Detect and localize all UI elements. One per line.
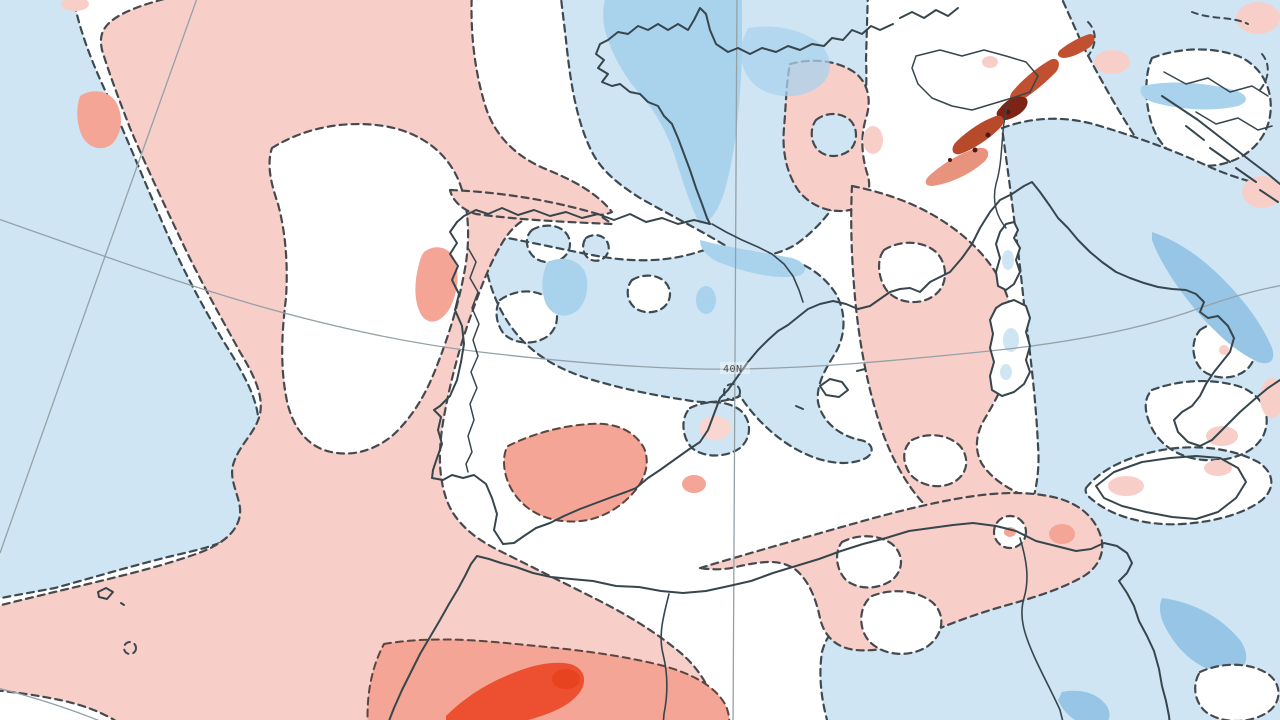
latitude-label-halo: [720, 362, 750, 374]
sardinia-cool-spot: [1003, 328, 1019, 352]
aquitaine-warm-wedge: [448, 188, 614, 226]
madeira-coastline: [97, 587, 125, 606]
east-france-warm-patch: [782, 59, 871, 213]
sahara-hot-tip: [552, 669, 580, 689]
north-africa-coastline: [388, 522, 1171, 720]
algeria-tunisia-border: [1019, 537, 1064, 720]
ebro-cool-spot: [696, 286, 716, 314]
coastlines-borders: [97, 7, 1280, 720]
contour-fragment: [1257, 53, 1269, 93]
alps-extreme-ridge: [925, 34, 1095, 186]
portugal-andalusia-coastline: [431, 221, 504, 545]
switzerland-border: [911, 49, 1039, 111]
neutral-pockets: [836, 514, 1280, 720]
warm-spot: [863, 126, 883, 154]
biscay-warm-fringe: [77, 91, 121, 149]
contour-fragment: [1191, 11, 1249, 25]
north-spain-cool-core: [542, 258, 588, 316]
alps-ridge-upper: [1010, 58, 1059, 103]
sicily-coastline: [1095, 455, 1247, 520]
latitude-label-40n: 40N: [723, 364, 743, 375]
west-france-cool-core: [603, 0, 742, 224]
alps-ridge-ne: [1057, 34, 1095, 58]
warm-spot: [1242, 176, 1280, 208]
gabes-cool-deep: [1159, 598, 1247, 673]
sardinia-cool-spot: [1000, 364, 1012, 380]
warm-spot: [1236, 2, 1280, 34]
alps-ridge-lower: [952, 115, 1004, 155]
warm-spot: [1094, 50, 1130, 74]
warm-small-spots: [61, 0, 1280, 496]
bottom-right-neutral-pocket: [1194, 663, 1280, 720]
alps-warm-halo: [925, 147, 989, 186]
meridian-line-central: [732, 0, 738, 720]
languedoc-cool-core: [700, 240, 806, 278]
tunisia-neutral-pocket-2: [860, 590, 943, 655]
warm-strong-core: [446, 662, 585, 720]
channel-cool-core: [740, 26, 830, 97]
murcia-warm-spot: [682, 475, 706, 493]
france-channel-biscay-coastline: [595, 7, 894, 225]
tunisia-warm-spot: [1049, 524, 1075, 544]
alps-ridge-core: [996, 96, 1028, 121]
adriatic-cool-deep: [1152, 232, 1274, 364]
czech-border-squiggle: [1163, 71, 1269, 97]
valencia-warm-fringe: [699, 416, 731, 440]
mallorca-coastline: [819, 378, 849, 398]
alps-hot-dot: [985, 132, 991, 138]
algeria-cool-deep: [1058, 690, 1110, 720]
latitude-label-group: 40N: [720, 362, 750, 375]
pyrenees-border: [711, 223, 804, 303]
france-italy-border: [993, 103, 1009, 229]
warm-spot: [982, 56, 998, 68]
frisian-coast-squiggle: [899, 7, 959, 19]
alps-hot-dot: [948, 158, 952, 162]
parallel-35n-line: [0, 687, 100, 720]
corsica-coastline: [995, 221, 1021, 291]
menorca-coastline: [856, 368, 866, 372]
sardinia-coastline: [989, 299, 1031, 397]
warm-spot: [1206, 426, 1238, 446]
po-valley-cool-core: [1140, 82, 1246, 110]
spain-france-italy-med-coastline: [502, 181, 1280, 545]
meridian-line-west: [0, 0, 198, 554]
cool-medium-patches: [542, 0, 1246, 316]
austria-border-squiggle: [1195, 111, 1273, 131]
tunisia-neutral-pocket-1: [836, 535, 903, 589]
contour-fragment: [1087, 21, 1096, 57]
ibiza-coastline: [795, 405, 804, 410]
warm-spot: [1219, 345, 1229, 355]
corsica-cool-spot: [1002, 250, 1014, 270]
parallel-40n-line: [0, 218, 1280, 370]
north-spain-coastline: [456, 207, 711, 225]
morocco-algeria-border: [660, 593, 670, 720]
croatia-coastline: [1161, 95, 1280, 185]
galicia-warm-core: [415, 247, 458, 322]
warm-spot: [1204, 460, 1232, 476]
warm-spot: [61, 0, 89, 11]
warm-spot: [1108, 476, 1144, 496]
croatia-island: [1185, 125, 1279, 203]
contour-ring-madeira: [123, 641, 137, 655]
sahara-hot-streak: [446, 662, 585, 720]
cool-deep-patches: [1058, 232, 1274, 720]
warm-spot: [1260, 378, 1280, 418]
portugal-spain-border: [465, 247, 480, 473]
alps-hot-dot: [972, 147, 978, 153]
